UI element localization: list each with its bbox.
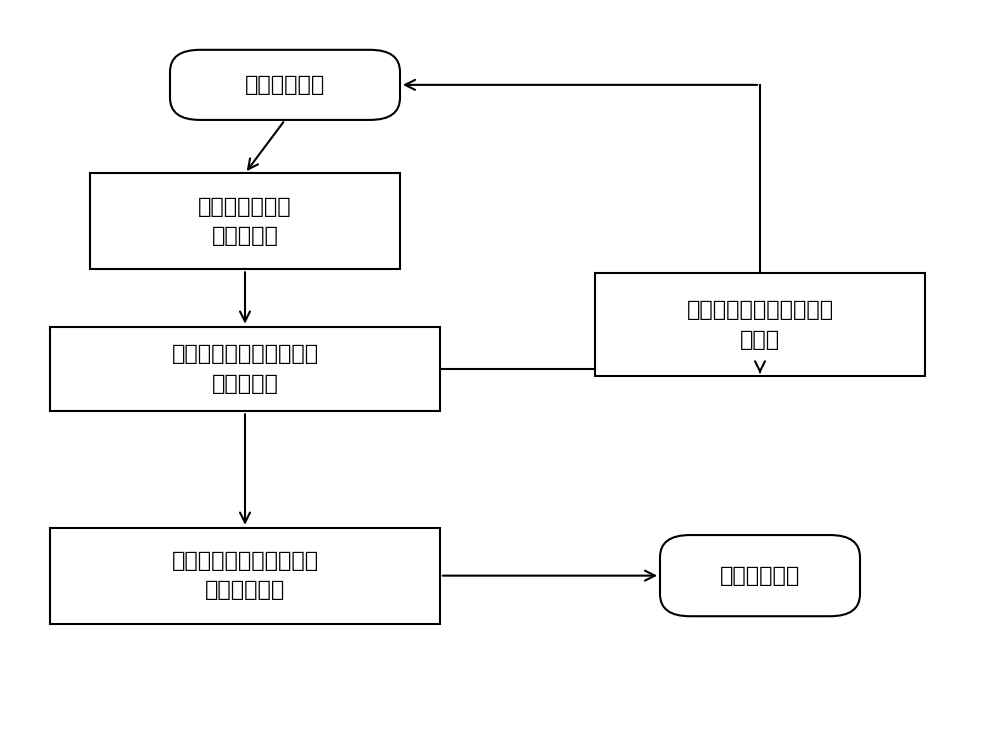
- Text: 计算当前状态的分布径向
功率分布曲线: 计算当前状态的分布径向 功率分布曲线: [171, 551, 319, 601]
- Text: 记录输出结果: 记录输出结果: [720, 565, 800, 586]
- Text: 计算当前时间步
的核子密度: 计算当前时间步 的核子密度: [198, 196, 292, 246]
- FancyBboxPatch shape: [660, 535, 860, 616]
- Text: 输入燃料成分: 输入燃料成分: [245, 75, 325, 95]
- Text: 输入燃耗步长计算核素变
化情况: 输入燃耗步长计算核素变 化情况: [686, 300, 834, 350]
- FancyBboxPatch shape: [170, 50, 400, 120]
- Bar: [595, 273, 925, 376]
- Text: 计算当前核子密度时通量
的分布情况: 计算当前核子密度时通量 的分布情况: [171, 344, 319, 394]
- Bar: [50, 528, 440, 624]
- Bar: [50, 327, 440, 412]
- Bar: [90, 173, 400, 269]
